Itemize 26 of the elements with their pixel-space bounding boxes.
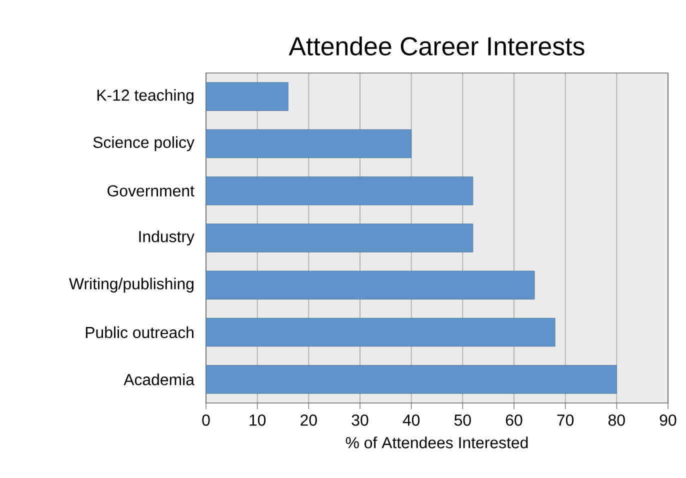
x-tick-label: 60 [506, 414, 522, 426]
y-tick-label: Government [108, 185, 194, 196]
y-tick-label: Public outreach [86, 326, 194, 338]
x-tick-label: 0 [202, 414, 210, 426]
x-tick-label: 30 [352, 414, 368, 426]
x-tick-label: 70 [557, 414, 574, 426]
bar [206, 224, 474, 252]
bar [206, 318, 556, 347]
bar [206, 129, 412, 158]
x-axis-title: % of Attendees Interested [346, 436, 528, 448]
x-tick-label: 40 [402, 414, 420, 426]
y-tick-label: Industry [139, 230, 194, 246]
y-tick-label: Writing/publishing [69, 278, 194, 293]
bar [206, 270, 535, 300]
bar [206, 82, 288, 111]
chart-title: Attendee Career Interests [288, 36, 584, 56]
bar [206, 365, 617, 394]
x-tick-label: 10 [250, 414, 266, 426]
x-tick-label: 80 [608, 414, 625, 426]
y-tick-label: Science policy [93, 136, 194, 152]
x-tick-label: 50 [454, 414, 471, 426]
bar [206, 176, 474, 206]
x-tick-label: 20 [300, 414, 317, 426]
y-tick-label: Academia [124, 374, 194, 386]
y-tick-label: K-12 teaching [97, 89, 194, 104]
x-tick-label: 90 [660, 414, 676, 426]
